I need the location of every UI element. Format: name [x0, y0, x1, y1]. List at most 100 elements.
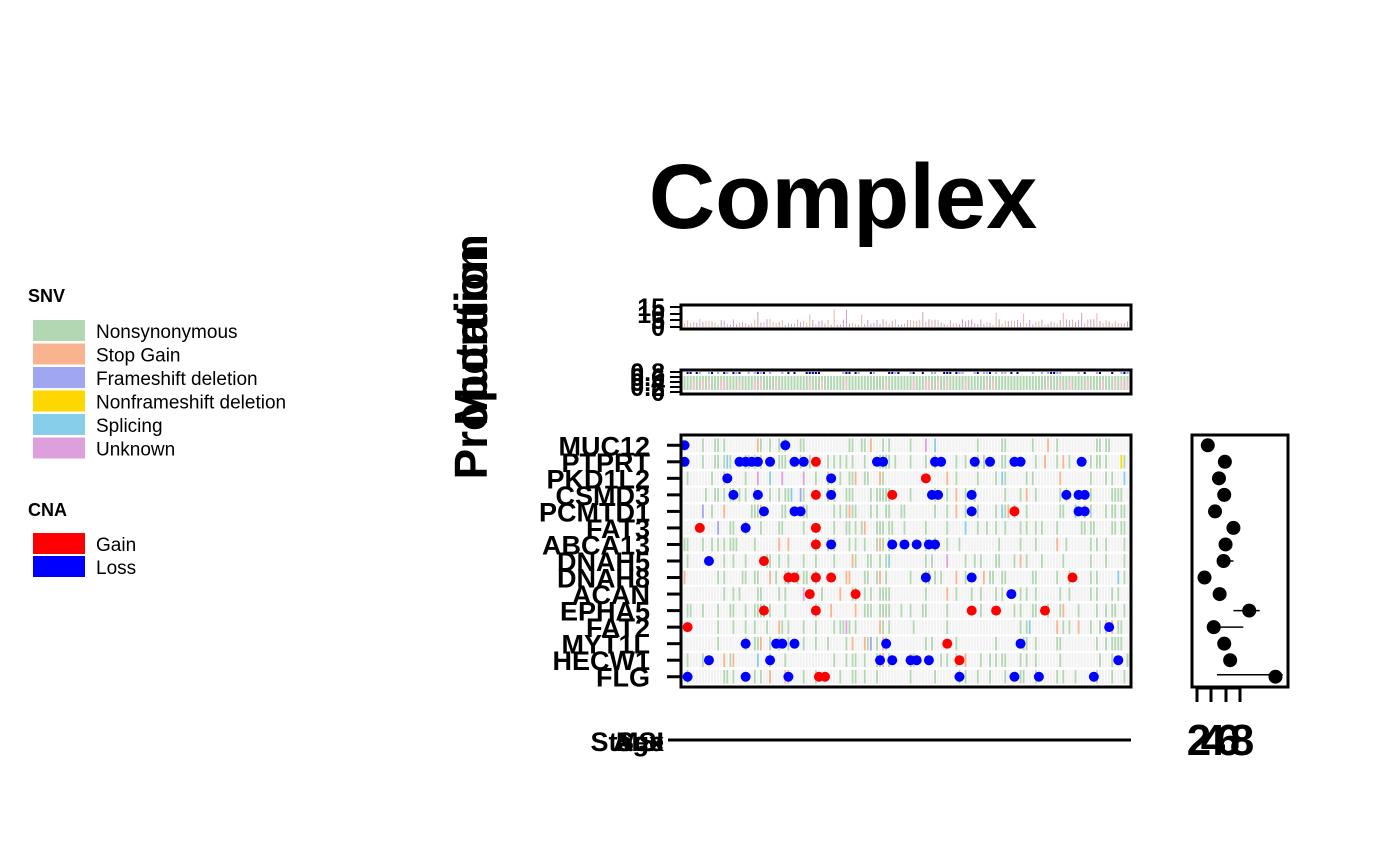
- grid-cell: [830, 520, 833, 535]
- grid-cell: [909, 636, 912, 651]
- grid-cell: [927, 520, 931, 535]
- grid-cell: [878, 636, 882, 651]
- snv-mark: [955, 504, 958, 519]
- grid-cell: [915, 620, 918, 635]
- grid-cell: [909, 504, 912, 519]
- grid-cell: [802, 537, 805, 552]
- grid-cell: [839, 487, 842, 502]
- grid-cell: [927, 504, 931, 519]
- snv-mark: [769, 603, 771, 618]
- proportion-bar: [1034, 376, 1037, 390]
- grid-cell: [1092, 553, 1095, 569]
- grid-cell: [906, 620, 909, 635]
- grid-cell: [717, 471, 720, 486]
- legend-label: Nonframeshift deletion: [96, 393, 286, 414]
- cna-loss-dot: [887, 539, 898, 550]
- grid-cell: [820, 504, 824, 519]
- grid-cell: [1037, 504, 1041, 519]
- grid-cell: [750, 603, 753, 618]
- snv-mark: [778, 488, 781, 502]
- snv-mark: [863, 587, 866, 601]
- grid-cell: [930, 471, 934, 486]
- grid-cell: [1092, 636, 1095, 651]
- grid-cell: [967, 636, 970, 651]
- grid-cell: [1114, 471, 1117, 486]
- snv-mark: [1062, 620, 1065, 634]
- proportion-bar: [814, 372, 817, 374]
- proportion-bar: [753, 372, 756, 374]
- proportion-bar: [985, 380, 988, 390]
- grid-cell: [1092, 620, 1095, 635]
- snv-mark: [1004, 471, 1007, 486]
- proportion-bar: [729, 376, 732, 390]
- grid-cell: [799, 553, 802, 569]
- snv-mark: [860, 521, 863, 535]
- snv-mark: [976, 521, 979, 535]
- grid-cell: [1071, 454, 1074, 469]
- grid-cell: [967, 653, 970, 668]
- grid-cell: [717, 653, 720, 668]
- grid-cell: [750, 653, 753, 668]
- snv-mark: [814, 471, 817, 486]
- grid-cell: [793, 487, 796, 502]
- snv-mark: [1105, 603, 1108, 618]
- grid-cell: [933, 636, 937, 651]
- snv-mark: [1004, 455, 1007, 469]
- grid-cell: [796, 587, 799, 602]
- snv-mark: [1123, 570, 1126, 585]
- snv-mark: [1062, 554, 1065, 568]
- grid-cell: [857, 537, 860, 552]
- grid-cell: [918, 471, 921, 486]
- grid-cell: [897, 454, 900, 469]
- grid-cell: [738, 471, 741, 486]
- proportion-bar: [805, 376, 808, 390]
- grid-cell: [970, 653, 973, 668]
- snv-mark: [848, 438, 851, 453]
- grid-cell: [1043, 620, 1047, 635]
- snv-mark: [1059, 587, 1062, 601]
- snv-mark: [1111, 471, 1114, 486]
- grid-cell: [771, 587, 775, 602]
- grid-cell: [1007, 487, 1010, 502]
- grid-cell: [735, 520, 738, 535]
- grid-cell: [851, 620, 854, 635]
- grid-cell: [952, 587, 955, 602]
- grid-cell: [976, 587, 979, 602]
- snv-mark: [909, 570, 912, 585]
- grid-cell: [1049, 520, 1053, 535]
- proportion-tick-label: 0.2: [630, 374, 665, 402]
- grid-cell: [927, 620, 931, 635]
- grid-cell: [710, 636, 714, 651]
- grid-cell: [836, 620, 839, 635]
- snv-mark: [1108, 438, 1111, 453]
- cna-gain-dot: [1067, 572, 1078, 583]
- grid-cell: [1114, 669, 1117, 684]
- snv-mark: [778, 554, 781, 568]
- snv-mark: [851, 504, 854, 519]
- grid-cell: [823, 587, 827, 602]
- grid-cell: [912, 438, 915, 453]
- grid-cell: [897, 537, 900, 552]
- legend-title-snv: SNV: [28, 286, 65, 306]
- snv-mark: [1034, 488, 1037, 502]
- grid-cell: [1056, 487, 1059, 502]
- snv-mark: [1126, 653, 1129, 667]
- grid-cell: [738, 570, 741, 585]
- snv-mark: [1095, 455, 1098, 469]
- grid-cell: [726, 438, 729, 453]
- snv-mark: [1089, 537, 1092, 552]
- grid-cell: [765, 537, 769, 552]
- cna-gain-dot: [682, 622, 693, 633]
- snv-mark: [1123, 554, 1126, 568]
- grid-cell: [1065, 504, 1068, 519]
- grid-cell: [988, 553, 992, 569]
- snv-mark: [717, 455, 720, 469]
- grid-cell: [998, 570, 1001, 585]
- grid-cell: [1080, 636, 1083, 651]
- grid-cell: [707, 471, 711, 486]
- grid-cell: [805, 520, 808, 535]
- proportion-bar: [1019, 376, 1022, 390]
- grid-cell: [1095, 504, 1099, 519]
- grid-cell: [765, 471, 769, 486]
